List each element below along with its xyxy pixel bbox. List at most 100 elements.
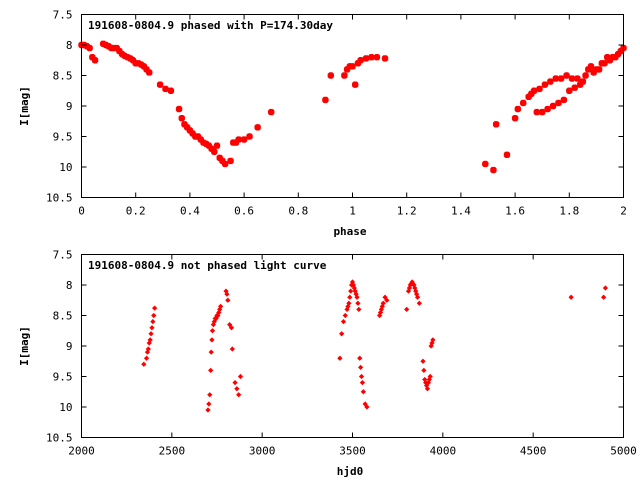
- phased-data-point: [574, 75, 581, 82]
- unphased-data-point: [224, 291, 230, 297]
- phased-data-point: [373, 53, 381, 61]
- unphased-data-point: [348, 288, 354, 294]
- phased-y-tick-label: 10: [59, 161, 72, 174]
- unphased-marks-layer: [141, 279, 609, 413]
- unphased-data-point: [425, 379, 432, 386]
- phased-y-axis-label: I[mag]: [18, 86, 31, 126]
- phased-data-point: [140, 63, 148, 70]
- unphased-y-axis-label: I[mag]: [18, 326, 31, 366]
- phased-data-point: [536, 85, 543, 93]
- unphased-x-tick-label: 4000: [430, 445, 457, 458]
- unphased-data-point: [342, 312, 348, 319]
- phased-data-point: [156, 81, 164, 88]
- phased-data-point: [482, 160, 489, 168]
- unphased-x-tick-label: 5000: [610, 445, 637, 458]
- unphased-y-tick-label: 8.5: [53, 310, 73, 323]
- phased-data-point: [568, 75, 576, 82]
- phased-data-point: [571, 84, 578, 91]
- phased-data-point: [267, 108, 275, 116]
- phased-data-point: [563, 72, 570, 79]
- phased-data-point: [544, 105, 551, 113]
- phased-data-point: [194, 133, 202, 140]
- unphased-data-point: [152, 305, 158, 311]
- unphased-x-tick-label: 3500: [339, 445, 366, 458]
- phased-data-point: [235, 136, 242, 143]
- unphased-data-point: [355, 300, 361, 306]
- unphased-data-point: [209, 328, 216, 334]
- phased-data-point: [91, 57, 99, 64]
- phased-y-tick-label: 10.5: [46, 192, 73, 205]
- unphased-data-point: [346, 300, 352, 306]
- phased-data-point: [221, 160, 229, 168]
- phased-x-tick-label: 0.2: [126, 205, 146, 218]
- phased-data-point: [547, 78, 554, 85]
- unphased-data-point: [149, 325, 155, 331]
- phased-data-point: [246, 133, 253, 140]
- phased-chart: 0 0.2 0.4 0.6 0.8 1 1.2 1.4 1.6 1.8 2 7.5 8 8.5 9 9.5 10…: [18, 9, 627, 239]
- phased-data-point: [189, 130, 196, 137]
- unphased-data-point: [236, 392, 242, 398]
- phased-data-point: [549, 102, 557, 110]
- unphased-chart: 2000 2500 3000 3500 4000 4500 5000 7.5 8 8.5 9 9.5 1…: [18, 249, 637, 479]
- unphased-data-point: [354, 294, 360, 300]
- phased-data-point: [197, 136, 204, 143]
- phased-data-point: [183, 124, 191, 131]
- phased-data-point: [368, 53, 375, 61]
- unphased-x-tick-label: 4500: [520, 445, 547, 458]
- phased-data-point: [89, 53, 96, 61]
- unphased-data-point: [421, 367, 427, 374]
- phased-data-point: [129, 57, 137, 64]
- unphased-data-point: [237, 373, 244, 380]
- unphased-data-point: [206, 401, 212, 407]
- phased-data-point: [146, 69, 153, 76]
- unphased-data-point: [229, 346, 235, 352]
- phased-data-point: [219, 157, 226, 165]
- phased-ticks-layer: 0 0.2 0.4 0.6 0.8 1 1.2 1.4 1.6 1.8 2 7.5 8 8.5 9 9.5 10…: [46, 9, 627, 218]
- unphased-data-point: [227, 322, 233, 328]
- phased-x-tick-label: 2: [620, 205, 627, 218]
- phased-x-tick-label: 1.8: [559, 205, 579, 218]
- phased-data-point: [205, 142, 213, 149]
- phased-data-point: [566, 87, 573, 94]
- unphased-data-point: [216, 309, 222, 316]
- unphased-data-point: [382, 294, 388, 300]
- unphased-data-point: [208, 367, 214, 374]
- unphased-x-tick-label: 2500: [159, 445, 186, 458]
- unphased-data-point: [380, 300, 386, 306]
- phased-data-point: [555, 99, 562, 107]
- phased-y-tick-label: 9: [66, 100, 73, 113]
- phased-data-point: [162, 85, 169, 93]
- unphased-data-point: [358, 373, 365, 380]
- unphased-y-tick-label: 9.5: [53, 371, 73, 384]
- unphased-data-point: [208, 349, 214, 355]
- phased-data-point: [186, 127, 194, 134]
- unphased-data-point: [339, 331, 345, 337]
- phased-x-tick-label: 1.2: [397, 205, 417, 218]
- phased-plot-frame: [81, 14, 624, 198]
- unphased-data-point: [232, 379, 238, 386]
- unphased-data-point: [205, 407, 211, 413]
- unphased-data-point: [217, 303, 224, 309]
- phased-data-point: [560, 96, 568, 104]
- phased-data-point: [178, 114, 186, 122]
- unphased-y-tick-label: 8: [66, 279, 73, 292]
- unphased-data-point: [357, 355, 363, 361]
- phased-data-point: [538, 108, 546, 116]
- unphased-data-point: [360, 389, 366, 395]
- unphased-data-point: [568, 294, 574, 300]
- unphased-data-point: [602, 285, 609, 291]
- unphased-data-point: [376, 312, 383, 319]
- phased-data-point: [381, 55, 389, 62]
- unphased-y-tick-label: 10.5: [46, 432, 73, 445]
- phased-data-point: [351, 81, 359, 88]
- phased-x-tick-label: 0.4: [180, 205, 200, 218]
- phased-y-tick-label: 8: [66, 39, 73, 52]
- unphased-data-point: [148, 331, 154, 337]
- phased-data-point: [327, 72, 335, 79]
- phased-data-point: [612, 53, 619, 61]
- phased-data-point: [216, 154, 223, 162]
- unphased-data-point: [217, 306, 223, 313]
- unphased-chart-title: 191608-0804.9 not phased light curve: [88, 259, 327, 272]
- phased-data-point: [362, 55, 370, 62]
- unphased-data-point: [210, 322, 217, 328]
